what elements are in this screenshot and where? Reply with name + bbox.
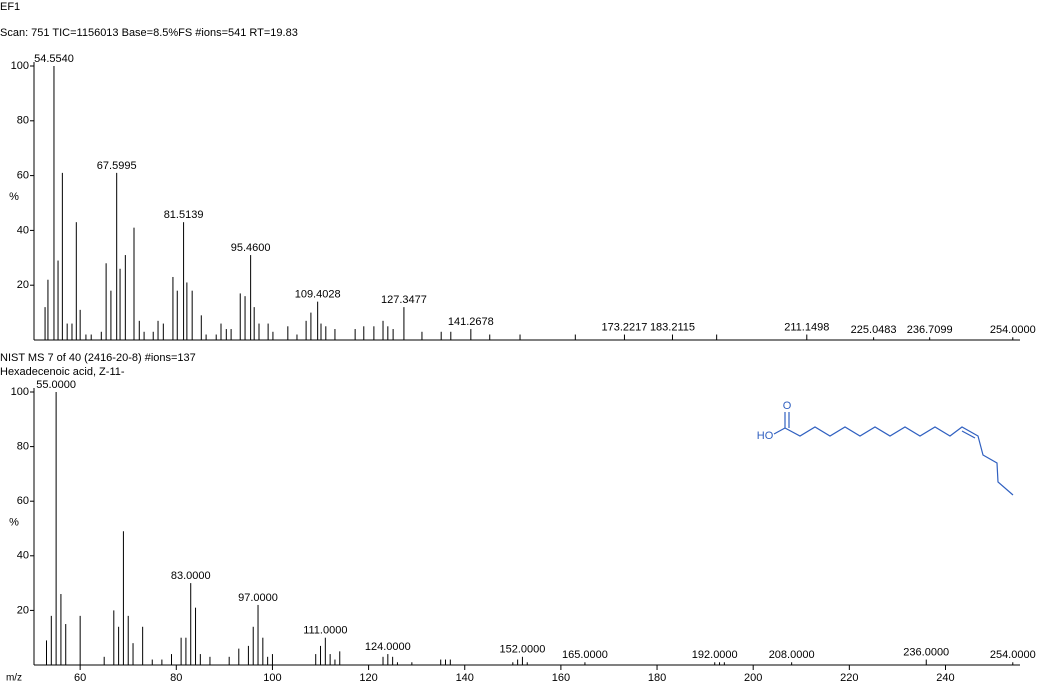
chart-subtitle: Scan: 751 TIC=1156013 Base=8.5%FS #ions=…: [0, 27, 298, 39]
peak-label: 127.3477: [381, 294, 427, 306]
peak-label: 97.0000: [238, 592, 278, 604]
double-bond: [961, 430, 976, 439]
chart-title: NIST MS 7 of 40 (2416-20-8) #ions=137: [0, 352, 196, 364]
peak-label: 254.0000: [990, 324, 1036, 336]
peak-label: 54.5540: [34, 53, 74, 65]
x-tick-label: 220: [840, 672, 858, 684]
y-tick-label: 40: [17, 224, 29, 236]
peak-label: 192.0000: [692, 649, 738, 661]
x-tick-label: 80: [170, 672, 182, 684]
y-axis-label: %: [9, 191, 19, 203]
peak-label: 211.1498: [784, 321, 829, 333]
peak-label: 236.7099: [907, 324, 953, 336]
peak-label: 81.5139: [164, 209, 204, 221]
peak-label: 141.2678: [448, 316, 494, 328]
y-tick-label: 100: [11, 386, 29, 398]
y-tick-label: 60: [17, 495, 29, 507]
x-tick-label: 240: [936, 672, 954, 684]
x-axis-label: m/z: [6, 673, 22, 684]
peak-label: 124.0000: [365, 641, 411, 653]
peak-label: 208.0000: [769, 649, 815, 661]
peak-label: 152.0000: [499, 644, 545, 656]
chart-subtitle: Hexadecenoic acid, Z-11-: [0, 366, 125, 378]
y-tick-label: 40: [17, 550, 29, 562]
x-tick-label: 140: [456, 672, 474, 684]
x-tick-label: 200: [744, 672, 762, 684]
peak-label: 95.4600: [231, 242, 271, 254]
peak-label: 165.0000: [562, 649, 608, 661]
y-tick-label: 80: [17, 441, 29, 453]
peak-label: 67.5995: [97, 160, 137, 172]
atom-label: O: [783, 400, 792, 412]
peak-label: 183.2115: [650, 321, 695, 333]
x-tick-label: 180: [648, 672, 666, 684]
structure: [773, 412, 1014, 496]
peak-label: 55.0000: [36, 379, 76, 391]
x-tick-label: 100: [263, 672, 281, 684]
y-tick-label: 80: [17, 115, 29, 127]
x-tick-label: 120: [359, 672, 377, 684]
peak-label: 109.4028: [295, 289, 341, 301]
y-tick-label: 60: [17, 170, 29, 182]
y-tick-label: 20: [17, 604, 29, 616]
x-tick-label: 60: [74, 672, 86, 684]
y-tick-label: 20: [17, 279, 29, 291]
peak-label: 254.0000: [990, 649, 1036, 661]
peak-label: 236.0000: [903, 646, 949, 658]
peak-label: 225.0483: [851, 324, 897, 336]
y-axis-label: %: [9, 516, 19, 528]
peak-label: 83.0000: [171, 570, 211, 582]
peak-label: 173.2217: [602, 321, 648, 333]
atom-label: HO: [757, 430, 774, 442]
peak-label: 111.0000: [303, 625, 347, 637]
chart-title: EF1: [0, 1, 20, 13]
x-tick-label: 160: [552, 672, 570, 684]
y-tick-label: 100: [11, 60, 29, 72]
hydroxyl-bond: [773, 427, 786, 435]
carbon-chain: [784, 426, 1014, 496]
